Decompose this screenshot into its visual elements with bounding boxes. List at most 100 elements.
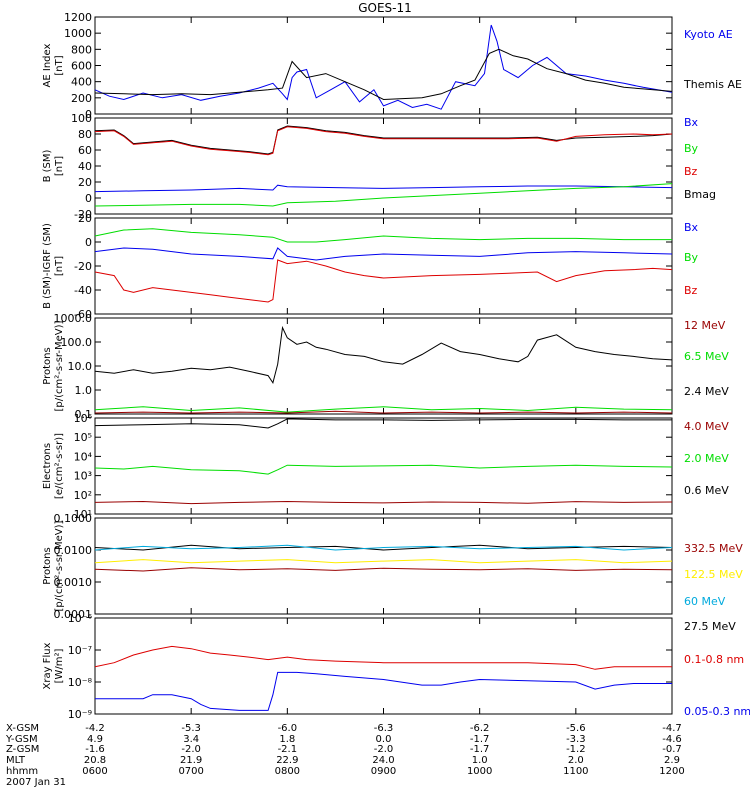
legend-label-protons_low-0: 12 MeV	[684, 319, 726, 332]
series-line-electrons-2	[94, 500, 673, 505]
y-tick-label-protons_low-2: 10.0	[68, 360, 93, 373]
axis-row-value-4-0: 0600	[82, 766, 107, 777]
y-tick-label-b-0: -20	[74, 208, 92, 221]
y-tick-label-ae-3: 600	[71, 60, 92, 73]
axis-row-value-4-2: 0800	[275, 766, 300, 777]
legend-label-protons_high-0: 332.5 MeV	[684, 542, 743, 555]
y-tick-label-electrons-5: 10⁶	[74, 412, 93, 425]
axis-row-value-2-2: -2.1	[278, 744, 298, 755]
y-tick-label-protons_high-0: 0.0001	[54, 608, 93, 621]
legend-label-xray-1: 0.05-0.3 nm	[684, 705, 750, 718]
y-tick-label-ae-5: 1000	[64, 27, 92, 40]
axis-row-value-2-5: -1.2	[566, 744, 586, 755]
axis-row-value-3-3: 24.0	[372, 755, 394, 766]
axis-row-label-1: Y-GSM	[5, 734, 38, 745]
legend-label-xray-0: 0.1-0.8 nm	[684, 653, 744, 666]
series-line-electrons-1	[94, 464, 673, 475]
axis-row-value-2-4: -1.7	[470, 744, 490, 755]
axis-row-value-4-1: 0700	[178, 766, 203, 777]
y-axis-label-protons_low-0: Protons	[42, 347, 53, 384]
y-tick-label-bigrf-1: -40	[74, 284, 92, 297]
y-tick-label-b-4: 60	[78, 144, 92, 157]
axis-row-value-1-5: -3.3	[566, 734, 586, 745]
axis-row-value-3-2: 22.9	[276, 755, 298, 766]
y-tick-label-protons_low-4: 1000.0	[54, 312, 93, 325]
axis-row-value-3-1: 21.9	[180, 755, 202, 766]
y-tick-label-ae-1: 200	[71, 92, 92, 105]
y-tick-label-b-2: 20	[78, 176, 92, 189]
series-line-xray-0	[94, 645, 672, 670]
y-tick-label-protons_low-3: 100.0	[61, 336, 93, 349]
axis-row-value-0-6: -4.7	[662, 723, 682, 734]
series-line-bigrf-1	[94, 247, 673, 261]
y-tick-label-protons_high-2: 0.0100	[54, 544, 93, 557]
series-line-electrons-0	[94, 418, 672, 429]
axis-row-value-3-5: 2.0	[568, 755, 584, 766]
axis-row-value-1-3: 0.0	[376, 734, 392, 745]
axis-row-label-0: X-GSM	[6, 723, 39, 734]
axis-row-label-5: 2007 Jan 31	[6, 777, 66, 788]
y-tick-label-xray-2: 10⁻⁷	[68, 644, 92, 657]
y-tick-label-b-5: 80	[78, 128, 92, 141]
axis-row-value-2-3: -2.0	[374, 744, 394, 755]
series-line-protons_high-1	[94, 544, 673, 551]
y-tick-label-bigrf-3: 0	[85, 236, 92, 249]
panel-frame-bigrf	[94, 217, 673, 315]
y-tick-label-ae-0: 0	[85, 108, 92, 121]
axis-row-value-4-5: 1100	[563, 766, 588, 777]
series-line-protons_high-0	[94, 544, 673, 551]
legend-label-protons_high-3: 27.5 MeV	[684, 620, 736, 633]
legend-label-electrons-1: 2.0 MeV	[684, 452, 729, 465]
y-axis-label-protons_high-1: [p/(cm²-s-sr-MeV)]	[54, 520, 65, 611]
y-tick-label-ae-2: 400	[71, 76, 92, 89]
series-line-protons_low-0	[94, 325, 673, 385]
axis-row-value-1-4: -1.7	[470, 734, 490, 745]
y-tick-label-ae-4: 800	[71, 43, 92, 56]
y-tick-label-bigrf-4: 20	[78, 212, 92, 225]
series-line-b-1	[94, 126, 673, 156]
y-axis-label-bigrf-1: [nT]	[54, 256, 65, 276]
y-tick-label-electrons-4: 10⁵	[74, 431, 92, 444]
axis-row-value-1-6: -4.6	[662, 734, 682, 745]
y-tick-label-protons_high-1: 0.0010	[54, 576, 93, 589]
panel-frame-protons_high	[94, 517, 673, 615]
y-axis-label-bigrf-0: B (SM)-IGRF (SM)	[42, 223, 53, 309]
y-axis-label-xray-1: [W/m²]	[54, 648, 65, 683]
legend-label-b-0: Bx	[684, 116, 699, 129]
axis-row-value-0-5: -5.6	[566, 723, 586, 734]
series-line-protons_high-3	[94, 567, 673, 572]
legend-label-bigrf-1: By	[684, 251, 699, 264]
y-tick-label-b-6: 100	[71, 112, 92, 125]
y-axis-label-b-1: [nT]	[54, 156, 65, 176]
legend-label-bigrf-2: Bz	[684, 284, 698, 297]
series-line-ae-0	[94, 24, 673, 110]
axis-row-value-1-1: 3.4	[183, 734, 199, 745]
axis-row-label-4: hhmm	[6, 766, 38, 777]
y-tick-label-xray-1: 10⁻⁸	[68, 676, 93, 689]
y-tick-label-b-1: 0	[85, 192, 92, 205]
axis-row-value-2-0: -1.6	[85, 744, 105, 755]
y-tick-label-electrons-3: 10⁴	[74, 450, 93, 463]
series-line-b-0	[94, 125, 673, 155]
y-axis-label-xray-0: Xray Flux	[42, 642, 53, 689]
axis-row-label-3: MLT	[6, 755, 26, 766]
legend-label-b-1: By	[684, 142, 699, 155]
axis-row-value-0-3: -6.3	[374, 723, 394, 734]
legend-label-protons_low-2: 2.4 MeV	[684, 385, 729, 398]
legend-label-electrons-2: 0.6 MeV	[684, 484, 729, 497]
y-tick-label-bigrf-2: -20	[74, 260, 92, 273]
axis-row-value-2-6: -0.7	[662, 744, 682, 755]
axis-row-value-0-0: -4.2	[85, 723, 105, 734]
legend-label-protons_high-2: 60 MeV	[684, 595, 726, 608]
series-line-b-3	[94, 183, 673, 207]
panel-frame-protons_low	[94, 317, 673, 415]
axis-row-value-0-4: -6.2	[470, 723, 490, 734]
legend-label-b-2: Bz	[684, 165, 698, 178]
y-axis-label-ae-0: AE Index	[42, 43, 53, 87]
plot-title: GOES-11	[358, 1, 412, 15]
legend-label-bigrf-0: Bx	[684, 221, 699, 234]
axis-row-label-2: Z-GSM	[6, 744, 39, 755]
series-line-protons_low-2	[94, 410, 673, 414]
axis-row-value-0-1: -5.3	[181, 723, 201, 734]
axis-row-value-4-4: 1000	[467, 766, 492, 777]
